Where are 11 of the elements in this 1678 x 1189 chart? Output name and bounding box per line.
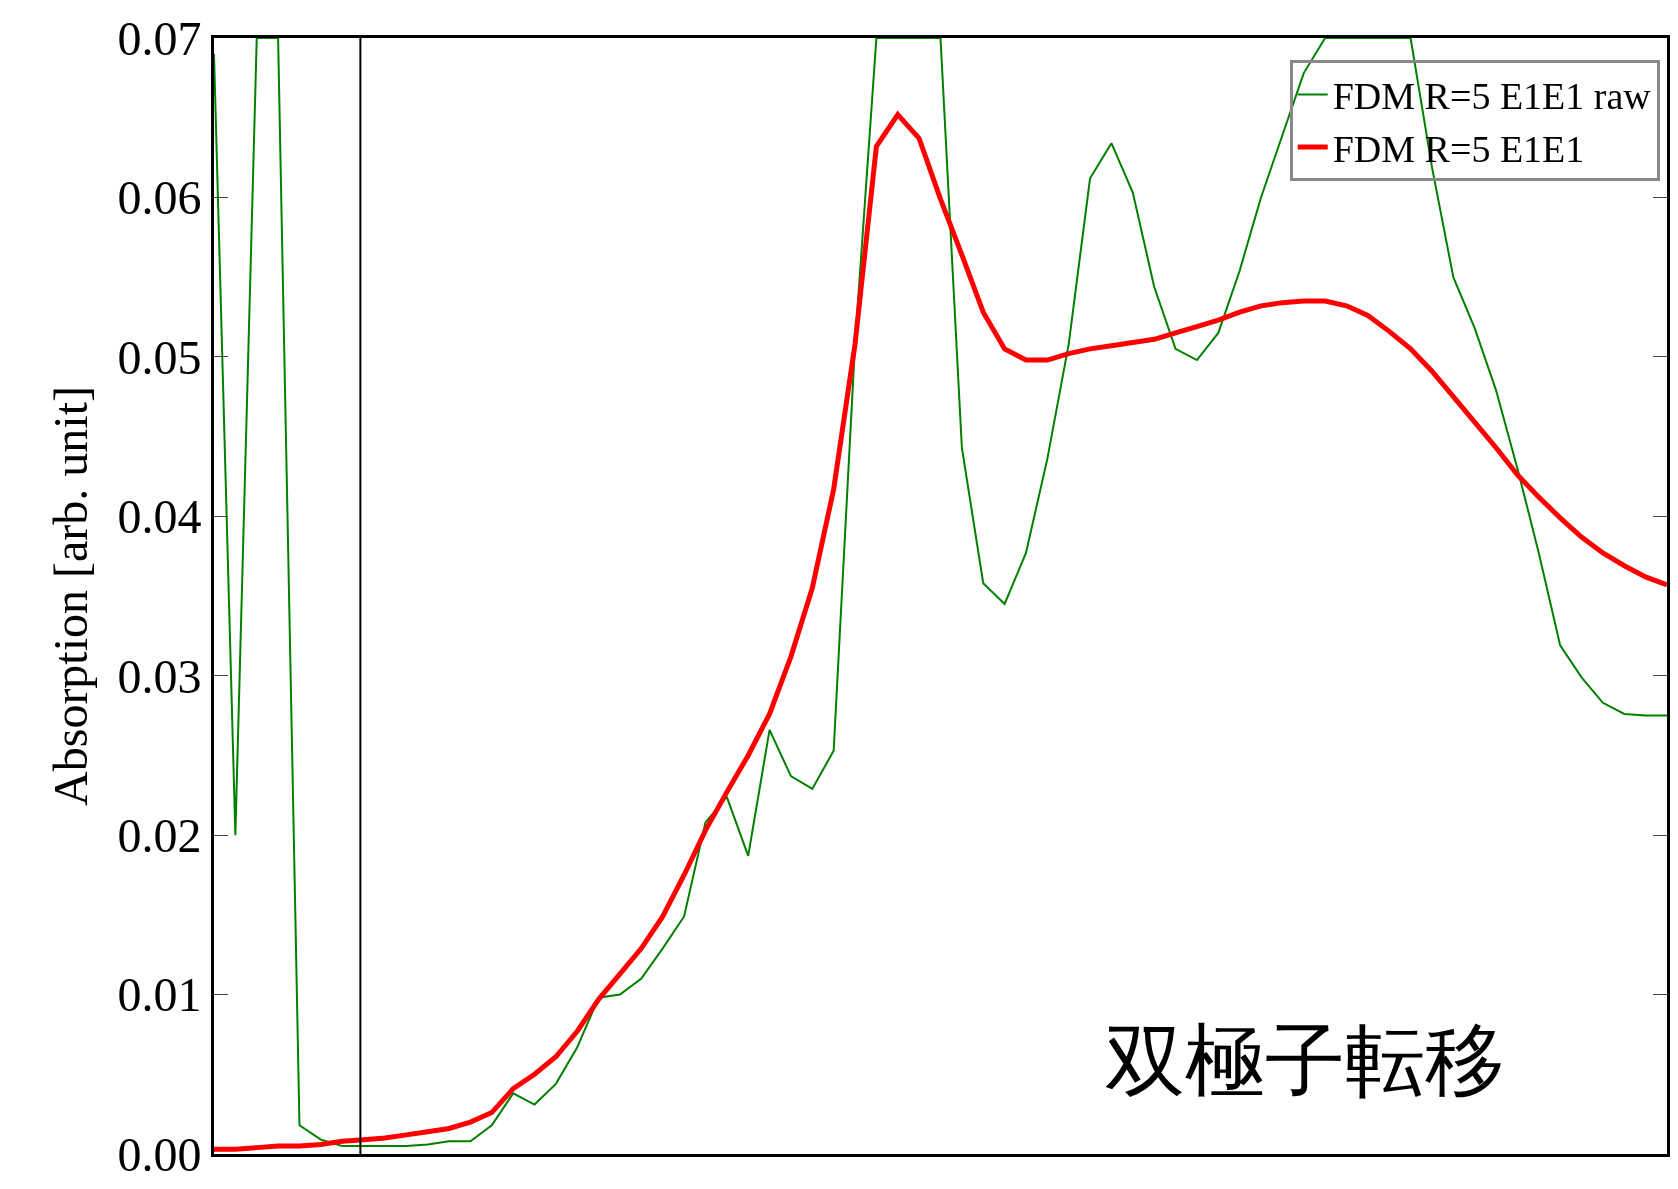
- y-tick-label: 0.03: [117, 649, 202, 703]
- y-tick-label: 0.04: [117, 490, 202, 544]
- legend-label: FDM R=5 E1E1 raw: [1332, 75, 1652, 118]
- y-tick-label: 0.01: [117, 968, 202, 1022]
- annotation: 双極子転移: [1105, 1014, 1505, 1107]
- y-tick-label: 0.05: [117, 330, 202, 384]
- y-axis-title: Absorption [arb. unit]: [44, 386, 98, 806]
- y-tick-label: 0.00: [117, 1127, 202, 1181]
- y-tick-label: 0.02: [117, 808, 202, 862]
- y-tick-label: 0.06: [117, 171, 202, 225]
- y-tick-label: 0.07: [117, 11, 202, 65]
